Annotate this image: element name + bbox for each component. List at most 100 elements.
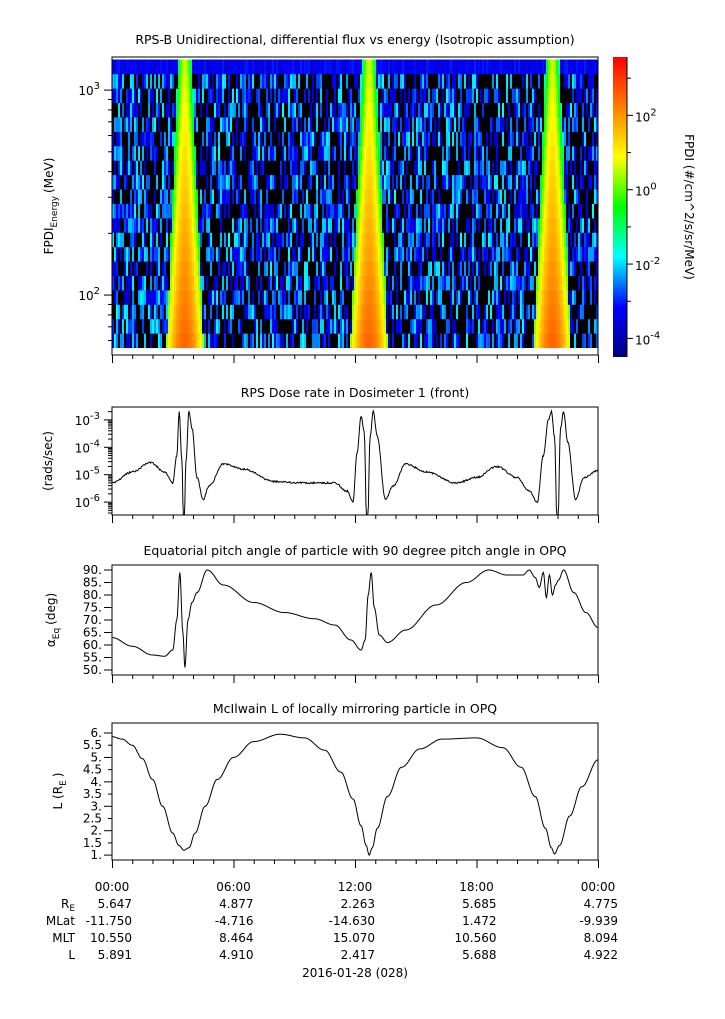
spectrogram-cell [276,290,279,305]
spectrogram-cell [198,131,201,147]
spectrogram-cell [462,318,465,334]
spectrogram-cell [542,145,545,161]
spectrogram-cell [392,73,395,89]
spectrogram-cell [320,232,323,248]
spectrogram-cell [400,246,403,262]
spectrogram-cell [534,174,537,190]
spectrogram-cell [184,218,187,233]
spectrogram-cell [480,290,483,305]
spectrogram-cell [212,290,215,305]
spectrogram-cell [486,318,489,334]
spectrogram-cell [316,131,319,147]
spectrogram-cell [510,102,513,118]
spectrogram-cell [348,88,351,104]
spectrogram-cell [584,117,587,132]
spectrogram-cell [204,145,207,161]
spectrogram-cell [532,203,535,219]
spectrogram-cell [128,290,131,305]
spectrogram-cell [382,73,385,89]
spectrogram-cell [186,318,189,334]
spectrogram-cell [374,261,377,276]
spectrogram-cell [192,88,195,104]
spectrogram-cell [368,59,371,75]
spectrogram-cell [312,232,315,248]
spectrogram-cell [164,304,167,320]
spectrogram-cell [126,218,129,233]
spectrogram-cell [246,333,249,349]
spectrogram-cell [120,189,123,204]
spectrogram-cell [518,275,521,291]
spectrogram-cell [458,174,461,190]
spectrogram-cell [452,174,455,190]
spectrogram-cell [542,333,545,349]
spectrogram-cell [278,73,281,89]
spectrogram-cell [192,102,195,118]
spectrogram-cell [438,318,441,334]
spectrogram-cell [268,203,271,219]
spectrogram-cell [196,102,199,118]
spectrogram-cell [222,59,225,75]
spectrogram-cell [342,88,345,104]
spectrogram-cell [252,73,255,89]
spectrogram-cell [270,88,273,104]
spectrogram-cell [520,318,523,334]
spectrogram-cell [160,145,163,161]
spectrogram-cell [142,246,145,262]
spectrogram-cell [516,232,519,248]
spectrogram-cell [290,232,293,248]
spectrogram-cell [512,290,515,305]
spectrogram-cell [198,73,201,89]
spectrogram-cell [252,88,255,104]
spectrogram-cell [148,102,151,118]
spectrogram-cell [190,160,193,176]
spectrogram-cell [432,318,435,334]
spectrogram-cell [426,73,429,89]
spectrogram-cell [300,304,303,320]
spectrogram-cell [482,174,485,190]
spectrogram-cell [562,218,565,233]
spectrogram-cell [420,102,423,118]
spectrogram-cell [226,102,229,118]
spectrogram-cell [592,102,595,118]
spectrogram-cell [462,189,465,204]
spectrogram-cell [200,160,203,176]
spectrogram-cell [118,246,121,262]
spectrogram-cell [586,189,589,204]
spectrogram-cell [300,232,303,248]
spectrogram-cell [274,261,277,276]
spectrogram-cell [332,261,335,276]
spectrogram-cell [214,246,217,262]
spectrogram-cell [146,88,149,104]
spectrogram-cell [126,73,129,89]
spectrogram-cell [562,73,565,89]
spectrogram-cell [520,59,523,75]
spectrogram-cell [432,131,435,147]
spectrogram-cell [310,88,313,104]
spectrogram-cell [478,131,481,147]
spectrogram-cell [580,232,583,248]
spectrogram-cell [258,318,261,334]
spectrogram-cell [486,117,489,132]
spectrogram-cell [308,88,311,104]
spectrogram-cell [534,145,537,161]
spectrogram-cell [572,117,575,132]
spectrogram-cell [218,102,221,118]
spectrogram-cell [492,246,495,262]
spectrogram-cell [332,246,335,262]
spectrogram-cell [414,102,417,118]
spectrogram-cell [504,102,507,118]
spectrogram-cell [542,131,545,147]
spectrogram-cell [126,131,129,147]
spectrogram-cell [506,333,509,349]
spectrogram-cell [530,290,533,305]
spectrogram-cell [394,304,397,320]
spectrogram-cell [568,203,571,219]
spectrogram-cell [230,333,233,349]
spectrogram-cell [242,189,245,204]
spectrogram-cell [232,203,235,219]
spectrogram-cell [122,275,125,291]
spectrogram-cell [452,318,455,334]
spectrogram-cell [512,102,515,118]
spectrogram-cell [500,59,503,75]
spectrogram-cell [566,131,569,147]
